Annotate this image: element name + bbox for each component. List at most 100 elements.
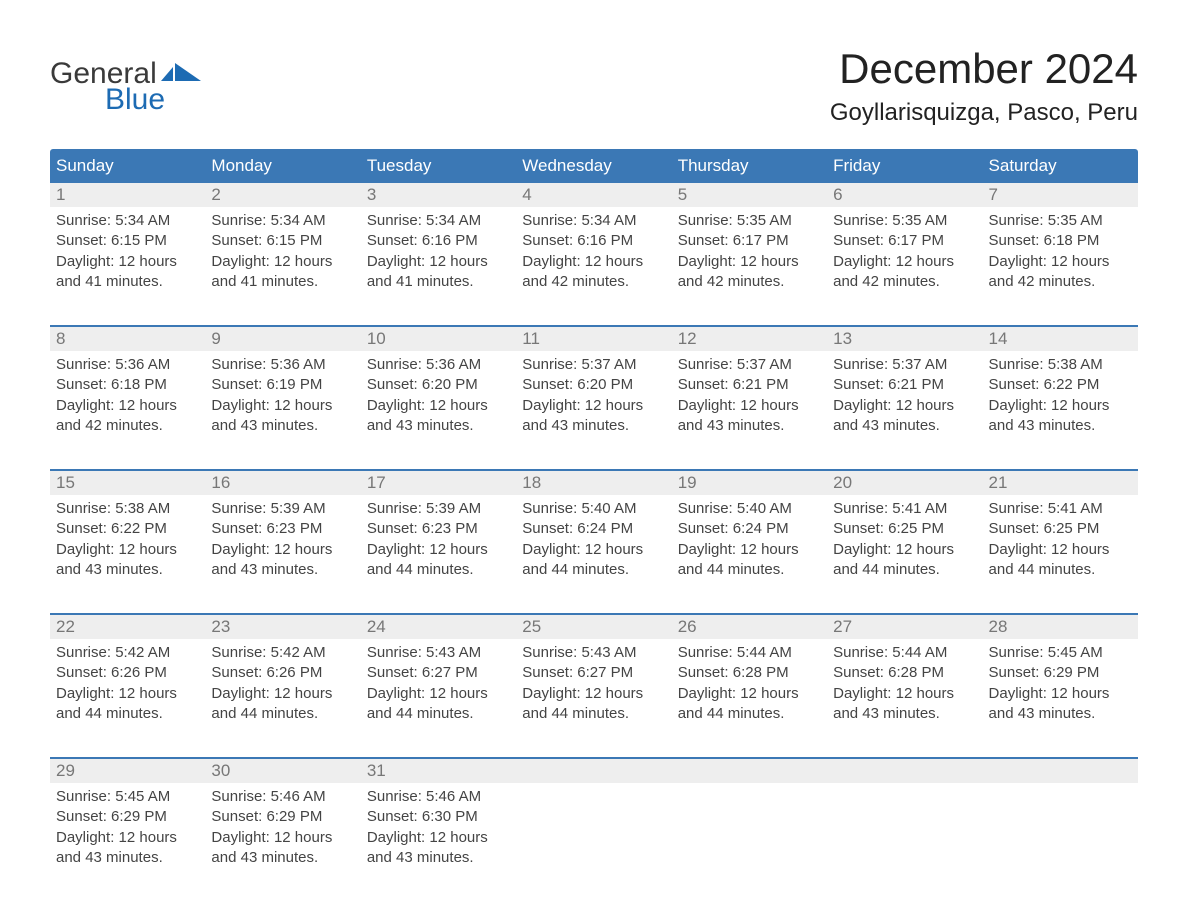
sunrise-text: Sunrise: 5:45 AM: [56, 787, 199, 807]
day-number-cell: 22: [50, 615, 205, 639]
daylight2-text: and 44 minutes.: [211, 704, 354, 724]
sunset-text: Sunset: 6:23 PM: [211, 519, 354, 539]
day-number-cell: [672, 759, 827, 783]
day-body-cell: Sunrise: 5:38 AMSunset: 6:22 PMDaylight:…: [983, 351, 1138, 443]
daylight1-text: Daylight: 12 hours: [211, 828, 354, 848]
day-number-row: 293031: [50, 759, 1138, 783]
sunset-text: Sunset: 6:30 PM: [367, 807, 510, 827]
sunset-text: Sunset: 6:27 PM: [522, 663, 665, 683]
sunset-text: Sunset: 6:21 PM: [678, 375, 821, 395]
daylight2-text: and 43 minutes.: [211, 560, 354, 580]
day-body-cell: [672, 783, 827, 875]
day-body-row: Sunrise: 5:45 AMSunset: 6:29 PMDaylight:…: [50, 783, 1138, 875]
day-number-cell: 25: [516, 615, 671, 639]
sunrise-text: Sunrise: 5:39 AM: [211, 499, 354, 519]
day-number-cell: 19: [672, 471, 827, 495]
sunset-text: Sunset: 6:26 PM: [211, 663, 354, 683]
daylight1-text: Daylight: 12 hours: [833, 540, 976, 560]
daylight1-text: Daylight: 12 hours: [211, 396, 354, 416]
day-number-cell: 9: [205, 327, 360, 351]
sunset-text: Sunset: 6:20 PM: [367, 375, 510, 395]
day-body-row: Sunrise: 5:34 AMSunset: 6:15 PMDaylight:…: [50, 207, 1138, 299]
sunset-text: Sunset: 6:17 PM: [678, 231, 821, 251]
day-number-cell: 28: [983, 615, 1138, 639]
week-separator: [50, 731, 1138, 759]
day-number-cell: 4: [516, 183, 671, 207]
weekday-header-row: Sunday Monday Tuesday Wednesday Thursday…: [50, 149, 1138, 183]
day-body-cell: Sunrise: 5:39 AMSunset: 6:23 PMDaylight:…: [205, 495, 360, 587]
day-body-cell: Sunrise: 5:43 AMSunset: 6:27 PMDaylight:…: [516, 639, 671, 731]
day-body-cell: Sunrise: 5:43 AMSunset: 6:27 PMDaylight:…: [361, 639, 516, 731]
daylight1-text: Daylight: 12 hours: [678, 540, 821, 560]
sunrise-text: Sunrise: 5:34 AM: [367, 211, 510, 231]
daylight1-text: Daylight: 12 hours: [56, 684, 199, 704]
daylight1-text: Daylight: 12 hours: [522, 396, 665, 416]
day-body-cell: Sunrise: 5:46 AMSunset: 6:29 PMDaylight:…: [205, 783, 360, 875]
sunset-text: Sunset: 6:26 PM: [56, 663, 199, 683]
day-body-cell: Sunrise: 5:37 AMSunset: 6:21 PMDaylight:…: [827, 351, 982, 443]
calendar-body: 1234567Sunrise: 5:34 AMSunset: 6:15 PMDa…: [50, 183, 1138, 875]
daylight2-text: and 42 minutes.: [678, 272, 821, 292]
daylight2-text: and 43 minutes.: [522, 416, 665, 436]
daylight1-text: Daylight: 12 hours: [833, 252, 976, 272]
daylight1-text: Daylight: 12 hours: [211, 540, 354, 560]
day-number-cell: 12: [672, 327, 827, 351]
day-number-cell: 31: [361, 759, 516, 783]
day-body-cell: Sunrise: 5:35 AMSunset: 6:17 PMDaylight:…: [827, 207, 982, 299]
day-number-cell: 24: [361, 615, 516, 639]
day-body-cell: Sunrise: 5:38 AMSunset: 6:22 PMDaylight:…: [50, 495, 205, 587]
daylight2-text: and 43 minutes.: [211, 416, 354, 436]
daylight1-text: Daylight: 12 hours: [367, 252, 510, 272]
sunset-text: Sunset: 6:29 PM: [989, 663, 1132, 683]
day-body-cell: Sunrise: 5:36 AMSunset: 6:20 PMDaylight:…: [361, 351, 516, 443]
daylight1-text: Daylight: 12 hours: [833, 684, 976, 704]
calendar-table: Sunday Monday Tuesday Wednesday Thursday…: [50, 149, 1138, 875]
day-body-cell: Sunrise: 5:42 AMSunset: 6:26 PMDaylight:…: [205, 639, 360, 731]
weekday-header: Friday: [827, 149, 982, 183]
day-number-cell: 11: [516, 327, 671, 351]
sunrise-text: Sunrise: 5:43 AM: [367, 643, 510, 663]
sunrise-text: Sunrise: 5:37 AM: [833, 355, 976, 375]
day-number-cell: 8: [50, 327, 205, 351]
day-body-cell: Sunrise: 5:45 AMSunset: 6:29 PMDaylight:…: [983, 639, 1138, 731]
day-number-cell: 7: [983, 183, 1138, 207]
daylight2-text: and 43 minutes.: [211, 848, 354, 868]
sunrise-text: Sunrise: 5:43 AM: [522, 643, 665, 663]
daylight2-text: and 43 minutes.: [833, 416, 976, 436]
day-number-cell: 29: [50, 759, 205, 783]
sunrise-text: Sunrise: 5:36 AM: [211, 355, 354, 375]
day-body-cell: Sunrise: 5:41 AMSunset: 6:25 PMDaylight:…: [827, 495, 982, 587]
daylight1-text: Daylight: 12 hours: [522, 684, 665, 704]
daylight2-text: and 42 minutes.: [56, 416, 199, 436]
sunrise-text: Sunrise: 5:35 AM: [678, 211, 821, 231]
day-number-cell: 16: [205, 471, 360, 495]
day-body-cell: Sunrise: 5:34 AMSunset: 6:16 PMDaylight:…: [361, 207, 516, 299]
day-number-cell: 14: [983, 327, 1138, 351]
sunrise-text: Sunrise: 5:41 AM: [989, 499, 1132, 519]
daylight1-text: Daylight: 12 hours: [989, 540, 1132, 560]
day-body-cell: [516, 783, 671, 875]
day-number-row: 15161718192021: [50, 471, 1138, 495]
sunset-text: Sunset: 6:28 PM: [678, 663, 821, 683]
sunset-text: Sunset: 6:24 PM: [678, 519, 821, 539]
day-body-row: Sunrise: 5:36 AMSunset: 6:18 PMDaylight:…: [50, 351, 1138, 443]
sunrise-text: Sunrise: 5:39 AM: [367, 499, 510, 519]
sunrise-text: Sunrise: 5:34 AM: [211, 211, 354, 231]
day-number-row: 891011121314: [50, 327, 1138, 351]
day-body-cell: Sunrise: 5:34 AMSunset: 6:15 PMDaylight:…: [50, 207, 205, 299]
brand-logo: General Blue: [50, 45, 201, 115]
daylight1-text: Daylight: 12 hours: [56, 540, 199, 560]
daylight2-text: and 43 minutes.: [56, 848, 199, 868]
daylight1-text: Daylight: 12 hours: [989, 396, 1132, 416]
day-body-cell: Sunrise: 5:37 AMSunset: 6:20 PMDaylight:…: [516, 351, 671, 443]
sunrise-text: Sunrise: 5:34 AM: [56, 211, 199, 231]
week-separator: [50, 299, 1138, 327]
day-number-cell: 17: [361, 471, 516, 495]
daylight2-text: and 43 minutes.: [367, 848, 510, 868]
day-number-cell: 6: [827, 183, 982, 207]
sunset-text: Sunset: 6:16 PM: [522, 231, 665, 251]
day-number-cell: 20: [827, 471, 982, 495]
daylight2-text: and 42 minutes.: [833, 272, 976, 292]
daylight2-text: and 42 minutes.: [989, 272, 1132, 292]
day-number-cell: 10: [361, 327, 516, 351]
